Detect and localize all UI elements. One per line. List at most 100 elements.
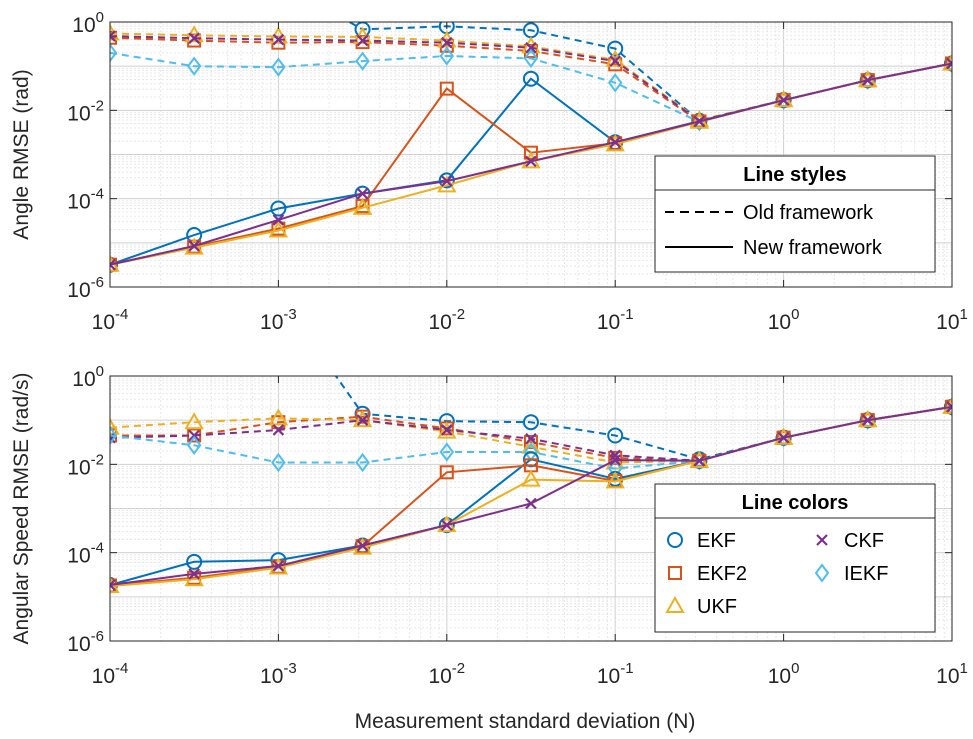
data-point xyxy=(607,40,624,57)
x-tick-exponent: 0 xyxy=(791,660,799,677)
y-tick-label: 100 xyxy=(72,9,104,37)
data-point xyxy=(609,55,621,67)
data-point xyxy=(439,81,454,96)
data-point xyxy=(272,560,285,572)
data-point xyxy=(356,539,369,552)
data-point xyxy=(355,51,370,71)
y-tick-label: 100 xyxy=(72,363,104,391)
legend-line-styles: Line styles Old framework New framework xyxy=(654,155,936,273)
data-point xyxy=(352,410,373,428)
y-tick-label: 10-4 xyxy=(67,540,104,568)
data-point xyxy=(441,424,453,436)
data-point xyxy=(607,427,624,444)
data-point xyxy=(861,74,874,87)
legend-entry-label: UKF xyxy=(697,596,737,618)
y-tick-base: 10 xyxy=(67,633,90,656)
legend-entry-label: EKF xyxy=(697,530,736,552)
data-point xyxy=(356,187,369,200)
y-axis-label: Angular Speed RMSE (rad/s) xyxy=(10,373,33,645)
x-tick-base: 10 xyxy=(768,311,791,334)
plot-1: 10-4 10-3 10-2 10-1 100 10110-610-410-2100Ang… xyxy=(10,9,968,334)
data-point xyxy=(186,56,202,76)
data-point xyxy=(110,30,116,42)
legend-entry-label: IEKF xyxy=(844,563,888,585)
data-point xyxy=(693,455,706,467)
data-point xyxy=(946,57,952,70)
plot-2: 10-4 10-3 10-2 10-1 100 10110-610-410-2100Ang… xyxy=(10,363,968,733)
x-tick-label: 10-4 xyxy=(92,306,129,334)
data-point xyxy=(605,49,625,67)
x-tick-exponent: -1 xyxy=(620,306,633,323)
data-point xyxy=(268,220,289,238)
x-tick-exponent: -2 xyxy=(452,306,465,323)
data-point xyxy=(271,452,286,473)
y-tick-label: 10-2 xyxy=(67,451,104,479)
x-tick-exponent: 0 xyxy=(791,306,799,323)
x-tick-exponent: -3 xyxy=(283,306,296,323)
x-tick-label: 101 xyxy=(936,306,968,334)
legend-marker xyxy=(816,534,828,546)
data-point xyxy=(188,32,200,44)
data-point xyxy=(525,497,537,510)
data-point xyxy=(523,44,538,59)
y-tick-exponent: -2 xyxy=(91,97,104,114)
data-point xyxy=(271,57,286,77)
data-point xyxy=(110,431,116,444)
data-point xyxy=(439,46,455,66)
data-point xyxy=(355,452,370,473)
x-tick-base: 10 xyxy=(936,311,959,334)
data-point xyxy=(272,214,285,226)
data-point xyxy=(777,431,790,444)
data-point xyxy=(188,240,200,252)
y-tick-exponent: -4 xyxy=(91,186,104,203)
data-point xyxy=(441,36,453,49)
y-axis-label: Angle RMSE (rad) xyxy=(10,69,33,239)
data-point xyxy=(609,449,621,462)
y-tick-exponent: -6 xyxy=(91,274,104,291)
x-tick-exponent: -3 xyxy=(283,660,296,677)
axes-box xyxy=(109,375,953,642)
x-tick-label: 101 xyxy=(936,660,968,688)
x-tick-label: 100 xyxy=(768,306,800,334)
y-tick-label: 10-2 xyxy=(67,97,104,125)
data-point xyxy=(942,53,952,71)
y-tick-exponent: 0 xyxy=(96,9,104,26)
legend-box xyxy=(654,155,936,273)
x-tick-label: 100 xyxy=(768,660,800,688)
data-point xyxy=(523,48,539,69)
x-tick-label: 10-2 xyxy=(428,660,465,688)
x-tick-base: 10 xyxy=(936,665,959,688)
series-group xyxy=(110,22,952,273)
data-point xyxy=(356,414,369,426)
data-point xyxy=(110,579,116,591)
data-point xyxy=(521,36,541,54)
x-tick-exponent: -4 xyxy=(115,660,128,677)
data-point xyxy=(525,42,537,54)
data-point xyxy=(607,73,623,93)
y-tick-label: 10-6 xyxy=(67,274,104,302)
data-point xyxy=(110,43,118,63)
data-point xyxy=(525,432,537,445)
x-tick-base: 10 xyxy=(260,311,283,334)
x-tick-exponent: -2 xyxy=(452,660,465,677)
x-tick-base: 10 xyxy=(768,665,791,688)
x-tick-exponent: -1 xyxy=(620,660,633,677)
y-tick-exponent: -2 xyxy=(91,451,104,468)
legend-line-colors: Line colors EKF CKF EKF2 IEKF UKF xyxy=(654,483,936,633)
axes-box xyxy=(109,21,953,288)
data-point xyxy=(607,458,623,479)
series-ckf-new xyxy=(110,401,952,591)
data-point xyxy=(608,57,623,72)
legend-entry-label: New framework xyxy=(743,237,883,259)
data-point xyxy=(110,425,118,446)
data-point xyxy=(272,424,285,436)
legend-box xyxy=(654,483,936,633)
y-tick-base: 10 xyxy=(67,456,90,479)
y-tick-base: 10 xyxy=(67,545,90,568)
legend-marker xyxy=(667,532,683,548)
data-point xyxy=(945,56,952,71)
x-tick-label: 10-1 xyxy=(597,306,634,334)
x-tick-base: 10 xyxy=(260,665,283,688)
legend-entry-label: EKF2 xyxy=(697,563,747,585)
